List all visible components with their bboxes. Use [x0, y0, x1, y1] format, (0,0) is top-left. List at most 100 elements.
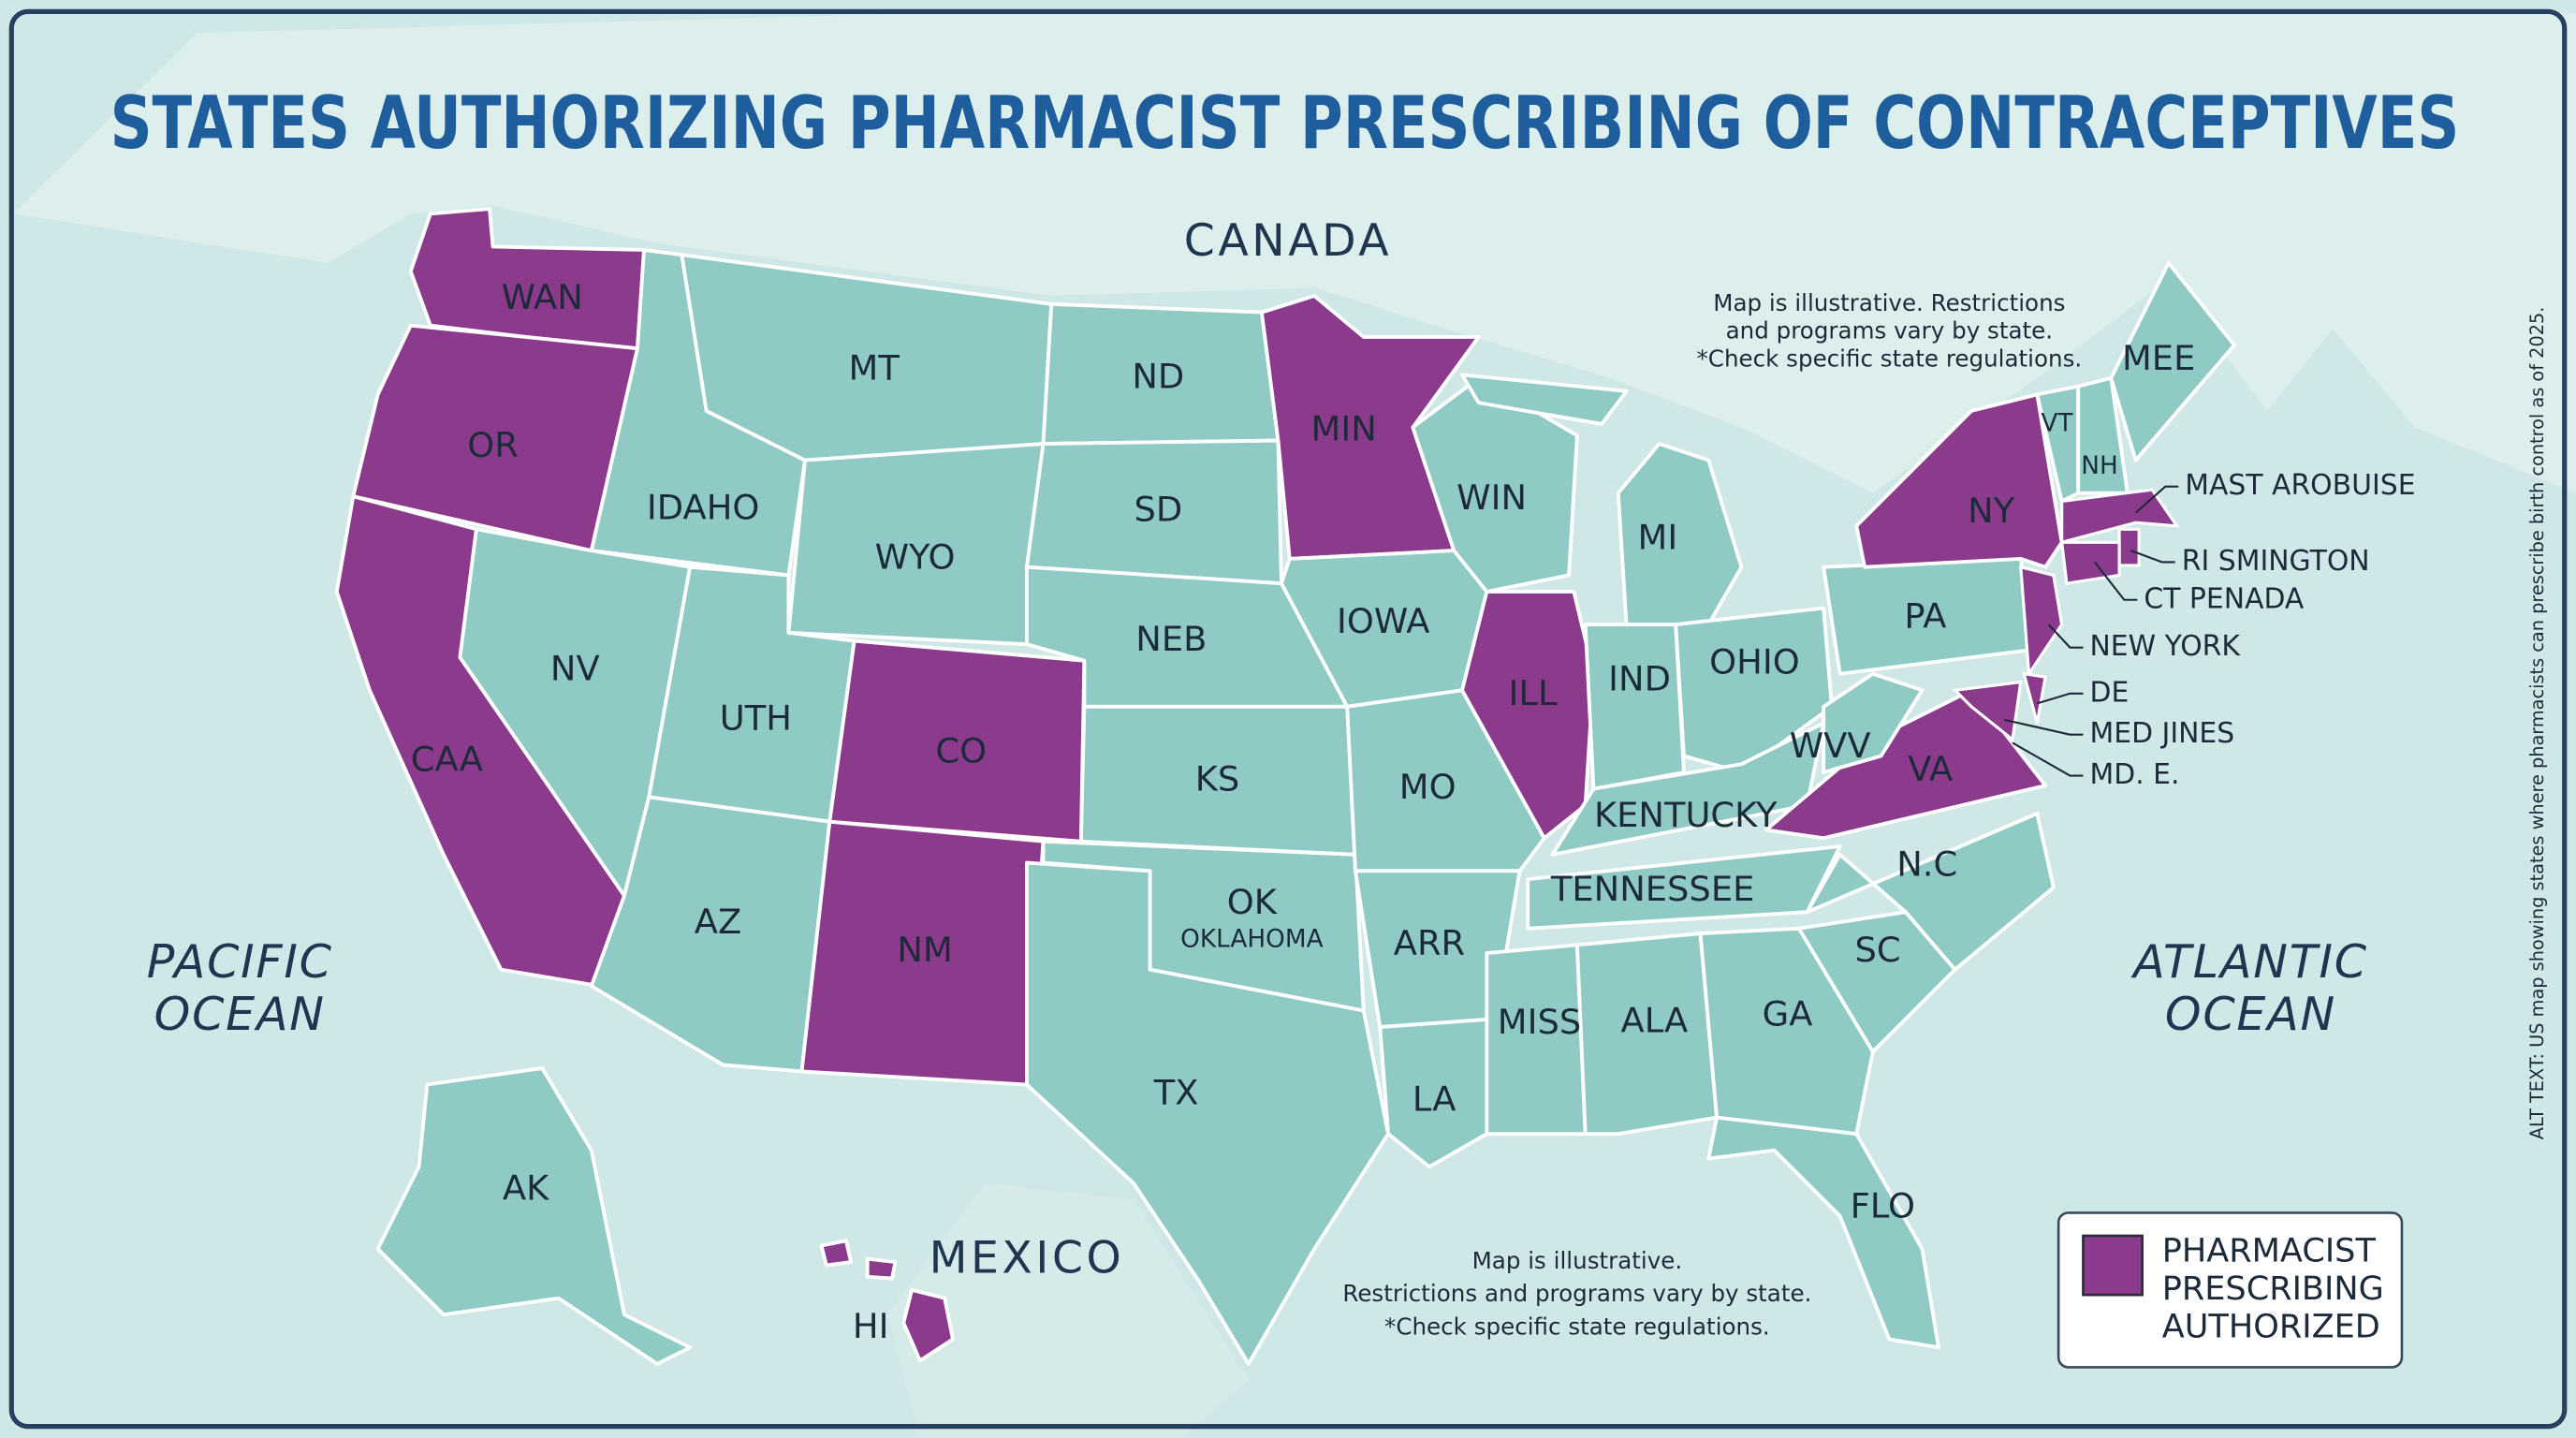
state-label: TX	[1153, 1073, 1199, 1113]
state-label: OR	[467, 425, 519, 465]
state-label: NEB	[1135, 619, 1207, 659]
state-label: ND	[1132, 356, 1184, 396]
callout-label: MAST AROBUISE	[2185, 469, 2415, 502]
state-label: PA	[1904, 596, 1946, 637]
state-label: ILL	[1509, 673, 1558, 713]
callout-label: CT PENADA	[2144, 582, 2305, 615]
ocean-label: OCEAN	[154, 987, 326, 1041]
state-label: MT	[849, 348, 900, 389]
state-label: NY	[1968, 491, 2015, 531]
state-label: ALA	[1620, 1000, 1688, 1040]
state-label: MIN	[1311, 408, 1377, 448]
state-label: UTH	[720, 697, 792, 738]
state-shape	[1583, 623, 1686, 791]
state-label: AZ	[695, 902, 741, 942]
country-label: MEXICO	[929, 1232, 1125, 1284]
state-label: OHIO	[1709, 642, 1800, 682]
note-line: and programs vary by state.	[1726, 317, 2053, 345]
ocean-label: PACIFIC	[147, 934, 333, 989]
state-label: WYO	[875, 536, 956, 577]
note-line: Map is illustrative.	[1472, 1247, 1683, 1274]
state-shape	[901, 1287, 955, 1363]
label-layer: WAN OR CAA IDAHO NV MT WYO UTH AZ CO NM ND SD NEB KS OK…	[411, 277, 2416, 1346]
state-label: N.C	[1896, 844, 1957, 885]
state-label: IDAHO	[647, 488, 760, 528]
state-shape	[2109, 261, 2236, 462]
callout-label: MD. E.	[2089, 758, 2179, 791]
state-label: SC	[1855, 930, 1901, 970]
state-label: VA	[1908, 749, 1953, 789]
ocean-label: ATLANTIC	[2130, 934, 2368, 989]
legend-swatch	[2082, 1234, 2144, 1297]
state-shape	[1460, 373, 1629, 426]
callout-label: MED JINES	[2089, 717, 2234, 750]
state-label: OK	[1227, 882, 1278, 922]
state-label: GA	[1763, 993, 1813, 1034]
callout-label: DE	[2089, 676, 2129, 709]
state-label: MI	[1638, 517, 1678, 557]
state-label: MO	[1399, 767, 1456, 807]
leader-line	[2047, 624, 2084, 649]
state-shape	[2019, 565, 2064, 679]
state-shape	[1378, 1017, 1498, 1169]
state-label: CO	[935, 730, 987, 770]
state-shape	[1550, 721, 1826, 857]
leader-line	[2003, 718, 2084, 736]
state-label: WAN	[502, 277, 583, 317]
state-shape	[1574, 932, 1720, 1137]
state-shape	[1805, 811, 2056, 972]
leader-line	[2093, 561, 2138, 601]
legend-box	[2056, 1211, 2404, 1369]
state-label: IND	[1608, 658, 1671, 698]
state-label: AK	[503, 1167, 549, 1208]
country-label: CANADA	[1184, 215, 1392, 267]
mexico-land	[886, 1182, 1249, 1438]
state-label: ARR	[1394, 923, 1465, 963]
state-label: VT	[2041, 409, 2073, 437]
state-label: HI	[853, 1306, 889, 1346]
legend-label: PRESCRIBING	[2162, 1269, 2384, 1308]
state-label: WVV	[1790, 726, 1871, 766]
state-label: NM	[897, 930, 952, 970]
canada-land	[13, 13, 2576, 493]
note-line: Restrictions and programs vary by state.	[1342, 1280, 1811, 1307]
state-label: MEE	[2122, 338, 2195, 378]
state-label: NV	[550, 649, 600, 689]
frame	[8, 8, 2568, 1430]
state-shape	[2059, 540, 2121, 586]
state-shape	[1822, 671, 1925, 774]
state-label: MISS	[1498, 1002, 1581, 1042]
legend-label: AUTHORIZED	[2162, 1307, 2380, 1345]
state-label: KS	[1195, 758, 1240, 799]
state-shape	[2117, 527, 2141, 567]
state-label: WIN	[1456, 477, 1527, 518]
alt-text: ALT TEXT: US map showing states where ph…	[2526, 307, 2548, 1140]
state-shape	[375, 1066, 693, 1366]
state-label: TENNESSEE	[1550, 869, 1755, 909]
state-label: FLO	[1851, 1186, 1915, 1226]
state-shape	[1025, 860, 1390, 1366]
leader-line	[2037, 692, 2084, 705]
state-label: CAA	[411, 739, 483, 779]
leader-line	[2130, 550, 2175, 564]
state-shape	[1706, 1115, 1940, 1350]
state-label: LA	[1412, 1079, 1456, 1120]
note-line: Map is illustrative. Restrictions	[1713, 289, 2065, 316]
leader-line	[2012, 741, 2084, 777]
state-sublabel: OKLAHOMA	[1180, 926, 1323, 954]
state-shape	[819, 1239, 854, 1268]
state-label: KENTUCKY	[1594, 795, 1778, 835]
state-shape	[865, 1256, 898, 1281]
callout-label: NEW YORK	[2089, 630, 2241, 663]
ocean-label: OCEAN	[2165, 987, 2336, 1041]
state-shape	[2022, 671, 2047, 724]
callout-label: RI SMINGTON	[2182, 545, 2370, 578]
leader-line	[2134, 485, 2179, 514]
note-line: *Check specific state regulations.	[1384, 1313, 1770, 1340]
state-layer	[334, 207, 2236, 1366]
state-shape	[1345, 688, 1546, 873]
legend-label: PHARMACIST	[2162, 1232, 2377, 1270]
state-label: SD	[1134, 489, 1182, 529]
note-line: *Check specific state regulations.	[1697, 345, 2083, 373]
